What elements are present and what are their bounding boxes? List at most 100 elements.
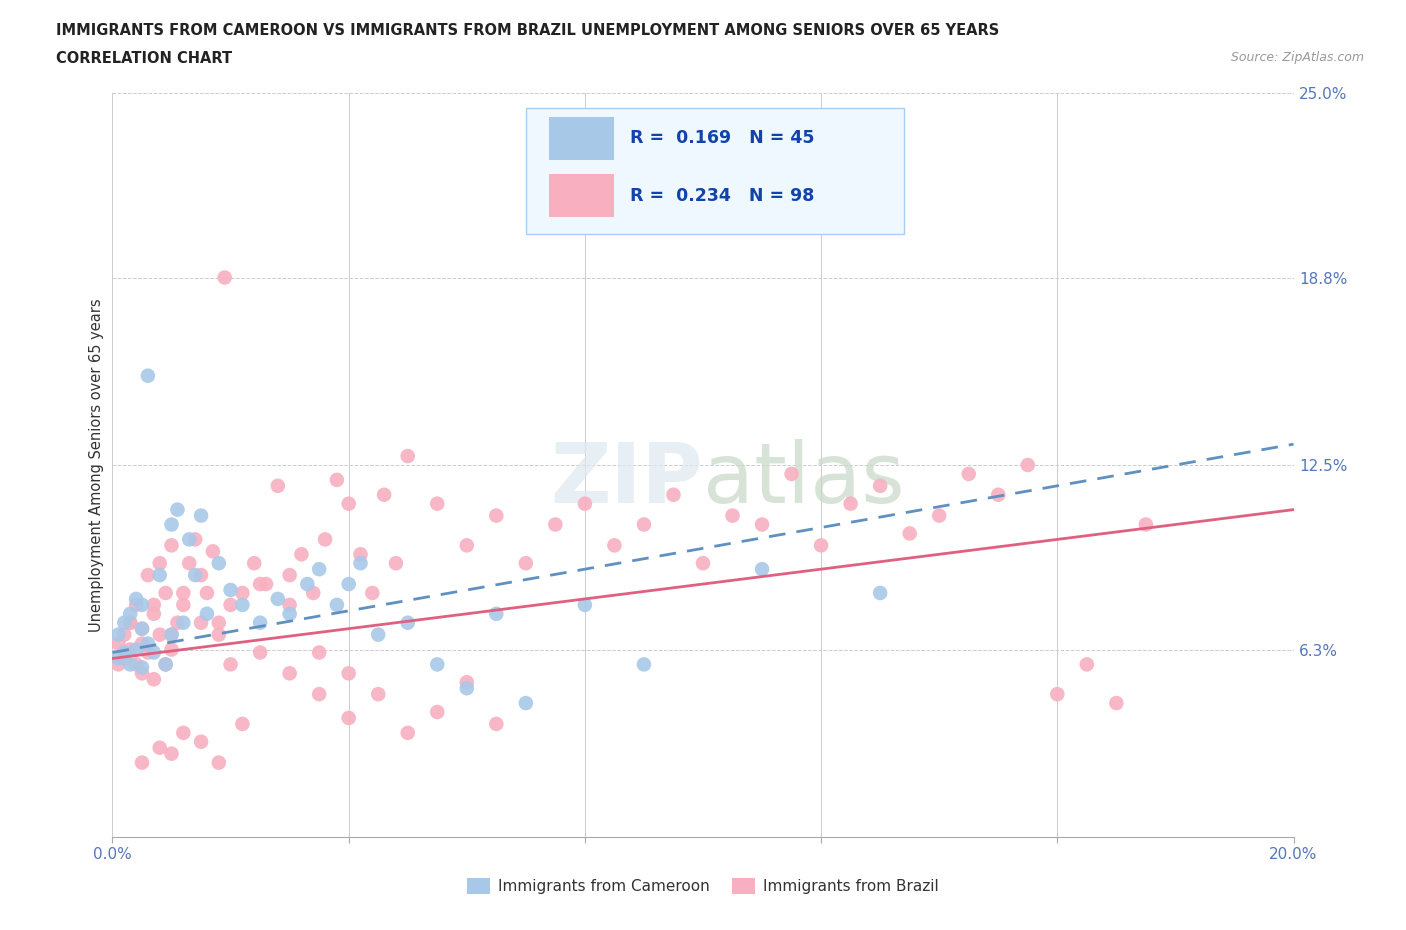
Point [1046, 686, 1069, 701]
Point [337, 577, 360, 591]
Point [195, 586, 218, 601]
Point [721, 508, 744, 523]
Point [142, 597, 165, 612]
Point [633, 657, 655, 671]
Point [155, 657, 177, 671]
Point [149, 556, 172, 571]
Point [131, 621, 153, 636]
Point [231, 597, 253, 612]
Point [898, 526, 921, 541]
Point [314, 532, 336, 547]
Text: R =  0.234   N = 98: R = 0.234 N = 98 [630, 187, 814, 205]
Point [107, 636, 129, 651]
Point [249, 616, 271, 631]
Point [361, 586, 384, 601]
Point [243, 556, 266, 571]
Point [208, 755, 231, 770]
Point [184, 532, 207, 547]
Point [987, 487, 1010, 502]
Point [136, 368, 159, 383]
Point [396, 448, 419, 463]
Point [515, 556, 537, 571]
Point [249, 645, 271, 660]
Point [456, 681, 478, 696]
Point [160, 627, 183, 642]
Point [131, 755, 153, 770]
Point [869, 586, 891, 601]
Point [308, 562, 330, 577]
Point [131, 597, 153, 612]
Point [456, 538, 478, 552]
Point [928, 508, 950, 523]
Point [190, 508, 212, 523]
Point [485, 606, 508, 621]
Point [120, 616, 142, 631]
Point [160, 538, 183, 552]
Point [278, 597, 301, 612]
Point [208, 616, 231, 631]
Point [136, 645, 159, 660]
Point [160, 517, 183, 532]
Point [166, 502, 188, 517]
Point [195, 606, 218, 621]
Point [278, 606, 301, 621]
Point [456, 675, 478, 690]
Point [172, 586, 194, 601]
Point [120, 642, 142, 657]
Point [160, 746, 183, 761]
Point [751, 517, 773, 532]
Point [120, 616, 142, 631]
Point [426, 705, 449, 720]
Point [131, 666, 153, 681]
Text: atlas: atlas [703, 439, 904, 521]
Point [136, 636, 159, 651]
Point [190, 735, 212, 750]
Point [149, 627, 172, 642]
Text: IMMIGRANTS FROM CAMEROON VS IMMIGRANTS FROM BRAZIL UNEMPLOYMENT AMONG SENIORS OV: IMMIGRANTS FROM CAMEROON VS IMMIGRANTS F… [56, 23, 1000, 38]
Point [396, 616, 419, 631]
Point [337, 497, 360, 512]
Point [373, 487, 395, 502]
Point [515, 696, 537, 711]
Point [326, 472, 349, 487]
Point [302, 586, 325, 601]
Point [1076, 657, 1098, 671]
Point [125, 642, 148, 657]
Point [125, 597, 148, 612]
Point [662, 487, 685, 502]
Point [231, 716, 253, 731]
Point [367, 686, 389, 701]
Point [1017, 458, 1039, 472]
Point [385, 556, 408, 571]
Point [160, 642, 183, 657]
Legend: Immigrants from Cameroon, Immigrants from Brazil: Immigrants from Cameroon, Immigrants fro… [461, 871, 945, 900]
Point [131, 636, 153, 651]
Point [142, 645, 165, 660]
Point [112, 645, 135, 660]
Point [1105, 696, 1128, 711]
Point [574, 597, 596, 612]
Point [107, 657, 129, 671]
Point [219, 657, 242, 671]
Point [120, 606, 142, 621]
Point [190, 616, 212, 631]
FancyBboxPatch shape [550, 174, 614, 218]
Text: ZIP: ZIP [551, 439, 703, 521]
Y-axis label: Unemployment Among Seniors over 65 years: Unemployment Among Seniors over 65 years [89, 299, 104, 631]
Text: Source: ZipAtlas.com: Source: ZipAtlas.com [1230, 51, 1364, 64]
Point [751, 562, 773, 577]
Point [426, 497, 449, 512]
Point [112, 616, 135, 631]
Point [426, 657, 449, 671]
Point [957, 467, 980, 482]
Point [633, 517, 655, 532]
Point [155, 657, 177, 671]
Point [219, 597, 242, 612]
Text: CORRELATION CHART: CORRELATION CHART [56, 51, 232, 66]
Point [160, 627, 183, 642]
Point [172, 725, 194, 740]
Point [290, 547, 312, 562]
Point [142, 671, 165, 686]
Point [125, 591, 148, 606]
Point [869, 478, 891, 493]
